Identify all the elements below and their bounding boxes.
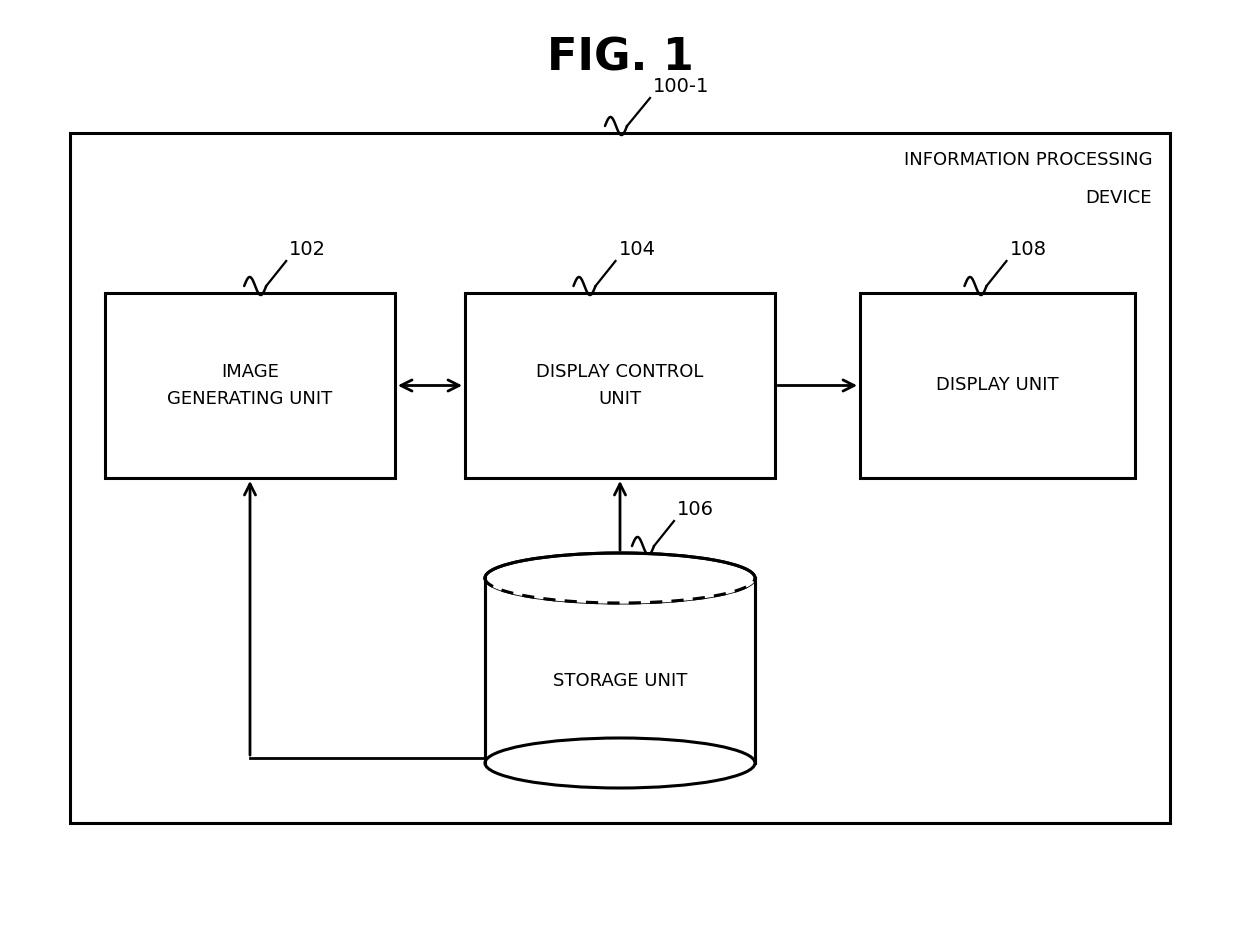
Bar [69, 133, 1171, 823]
Text: IMAGE
GENERATING UNIT: IMAGE GENERATING UNIT [167, 363, 332, 408]
Ellipse shape [485, 553, 755, 603]
Text: 104: 104 [619, 240, 656, 259]
Bar [485, 578, 755, 763]
Text: STORAGE UNIT: STORAGE UNIT [553, 672, 687, 689]
Text: FIG. 1: FIG. 1 [547, 36, 693, 79]
Bar [465, 293, 775, 478]
Text: 108: 108 [1009, 240, 1047, 259]
Text: INFORMATION PROCESSING: INFORMATION PROCESSING [904, 151, 1152, 169]
Bar [105, 293, 396, 478]
Ellipse shape [485, 738, 755, 788]
Text: DEVICE: DEVICE [1085, 189, 1152, 207]
Bar [861, 293, 1135, 478]
Polygon shape [485, 578, 755, 603]
Text: DISPLAY UNIT: DISPLAY UNIT [936, 377, 1059, 395]
Text: 100-1: 100-1 [653, 77, 709, 96]
Text: 102: 102 [289, 240, 326, 259]
Text: DISPLAY CONTROL
UNIT: DISPLAY CONTROL UNIT [537, 363, 703, 408]
Text: 106: 106 [677, 500, 714, 519]
